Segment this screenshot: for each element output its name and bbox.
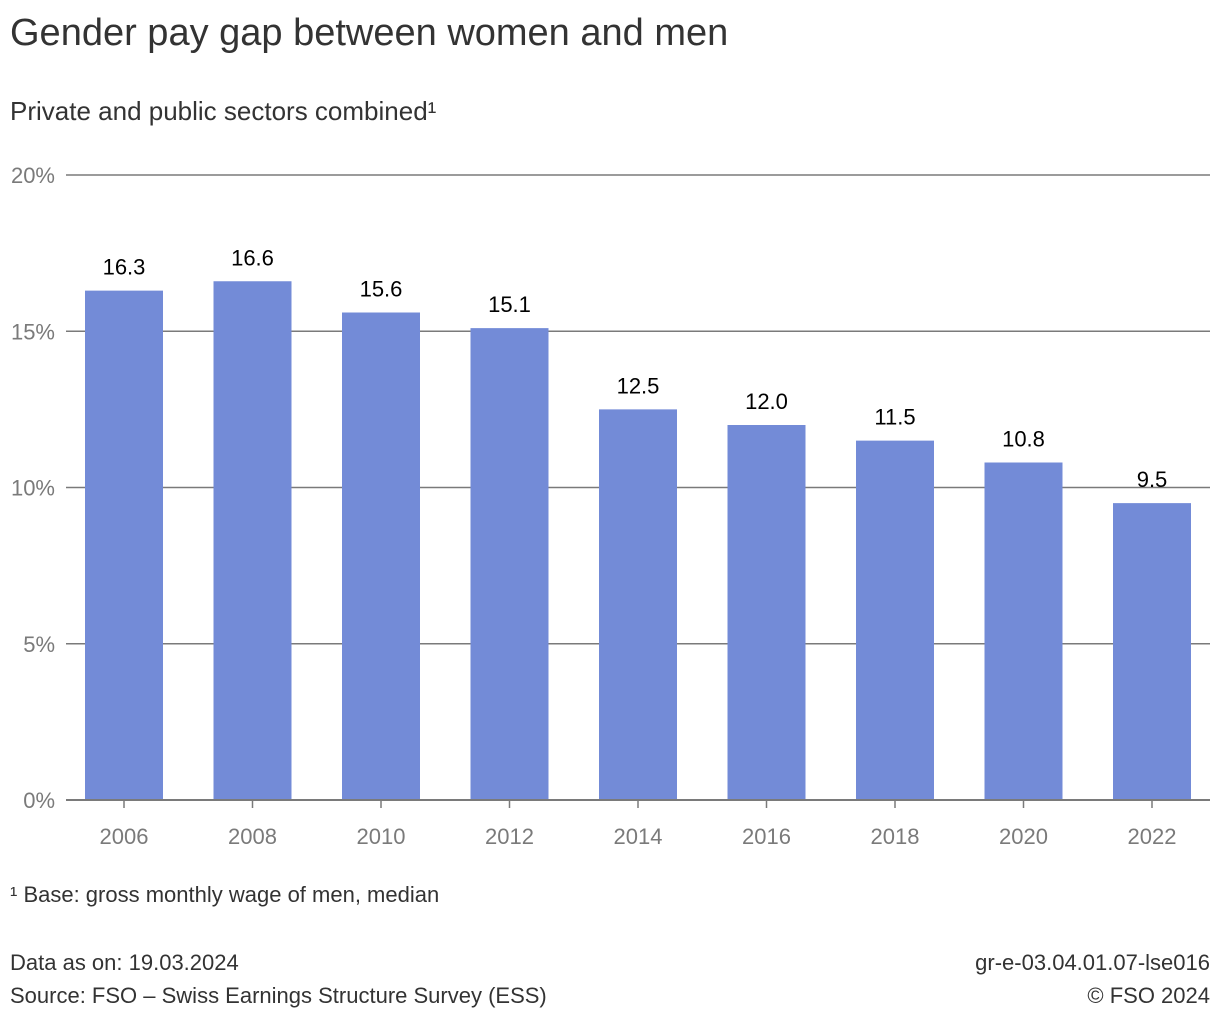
data-label: 9.5 (1137, 467, 1168, 492)
y-tick-label: 15% (11, 319, 55, 344)
x-tick-label: 2012 (485, 824, 534, 849)
x-tick-label: 2006 (100, 824, 149, 849)
y-tick-label: 5% (23, 632, 55, 657)
bar-chart: 16.3 16.6 15.6 15.1 12.5 12.0 11.5 10.8 9.5 0% 5%… (11, 163, 1210, 849)
x-tick-label: 2010 (357, 824, 406, 849)
x-tick-label: 2020 (999, 824, 1048, 849)
data-labels: 16.3 16.6 15.6 15.1 12.5 12.0 11.5 10.8 9.5 (103, 245, 1168, 492)
copyright: © FSO 2024 (1087, 983, 1210, 1008)
data-label: 11.5 (874, 405, 915, 430)
x-tick-label: 2016 (742, 824, 791, 849)
data-label: 12.5 (617, 373, 660, 398)
bar (599, 409, 677, 800)
chart-id: gr-e-03.04.01.07-lse016 (975, 950, 1210, 975)
data-label: 10.8 (1002, 427, 1045, 452)
y-tick-label: 0% (23, 788, 55, 813)
source-note: Source: FSO – Swiss Earnings Structure S… (10, 983, 547, 1008)
data-label: 15.1 (488, 292, 531, 317)
y-tick-label: 20% (11, 163, 55, 188)
data-label: 12.0 (745, 389, 788, 414)
chart-subtitle: Private and public sectors combined¹ (10, 96, 437, 126)
data-label: 16.3 (103, 255, 146, 280)
x-tick-label: 2018 (871, 824, 920, 849)
bar (470, 328, 549, 800)
bar (85, 290, 163, 800)
chart-title: Gender pay gap between women and men (10, 12, 729, 54)
bar (213, 281, 292, 800)
bar (984, 462, 1063, 800)
bar (1113, 503, 1191, 800)
footnote: ¹ Base: gross monthly wage of men, media… (10, 882, 440, 907)
data-label: 15.6 (360, 277, 403, 302)
meta-left: Data as on: 19.03.2024 Source: FSO – Swi… (10, 946, 547, 1012)
y-tick-label: 10% (11, 476, 55, 501)
x-tick-label: 2008 (228, 824, 277, 849)
bar (856, 440, 934, 800)
axes: 0% 5% 10% 15% 20% 2006 2008 2010 2012 2014 2016 201… (11, 163, 1210, 849)
bar (342, 312, 420, 800)
bar (727, 425, 806, 800)
bars (85, 281, 1191, 800)
x-tick-label: 2022 (1128, 824, 1177, 849)
data-label: 16.6 (231, 245, 274, 270)
x-tick-label: 2014 (614, 824, 663, 849)
meta-right: gr-e-03.04.01.07-lse016 © FSO 2024 (975, 946, 1210, 1012)
data-date: Data as on: 19.03.2024 (10, 950, 239, 975)
